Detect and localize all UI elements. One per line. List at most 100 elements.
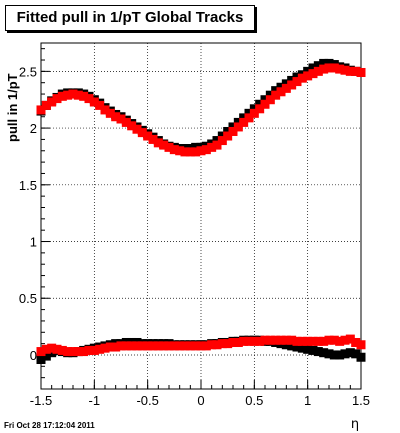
- x-tick-label: 0.5: [245, 393, 263, 408]
- data-point: [201, 145, 211, 155]
- data-point: [223, 126, 233, 136]
- data-point: [175, 341, 185, 351]
- data-point: [255, 336, 265, 346]
- data-point: [281, 335, 291, 345]
- data-point: [191, 341, 201, 351]
- data-point: [217, 339, 227, 349]
- data-point: [292, 72, 302, 82]
- x-tick-label: 1: [304, 393, 311, 408]
- data-point: [244, 108, 254, 118]
- data-point: [249, 336, 259, 346]
- data-point: [329, 335, 339, 345]
- data-point: [185, 341, 195, 351]
- data-point: [116, 114, 126, 124]
- data-point: [201, 341, 211, 351]
- data-point: [239, 113, 249, 123]
- data-point: [255, 104, 265, 114]
- x-tick-label: 0: [197, 393, 204, 408]
- data-point: [111, 342, 121, 352]
- data-point: [180, 147, 190, 157]
- data-point: [287, 80, 297, 90]
- data-point: [223, 131, 233, 141]
- data-point: [153, 138, 163, 148]
- data-point: [143, 341, 153, 351]
- data-point: [47, 348, 57, 358]
- data-series: [36, 334, 366, 357]
- data-point: [79, 347, 89, 357]
- data-point: [212, 136, 222, 146]
- data-point: [95, 344, 105, 354]
- data-point: [356, 67, 366, 77]
- data-point: [319, 336, 329, 346]
- data-point: [265, 90, 275, 100]
- data-point: [207, 340, 217, 350]
- data-point: [239, 336, 249, 346]
- data-point: [63, 347, 73, 357]
- data-point: [292, 336, 302, 346]
- data-point: [121, 341, 131, 351]
- data-point: [319, 58, 329, 68]
- data-point: [313, 61, 323, 71]
- data-point: [159, 341, 169, 351]
- data-point: [148, 341, 158, 351]
- data-point: [329, 63, 339, 73]
- data-point: [329, 350, 339, 360]
- data-point: [356, 352, 366, 362]
- y-tick-label: 2.5: [19, 64, 37, 79]
- data-point: [356, 340, 366, 350]
- data-point: [239, 117, 249, 127]
- data-point: [228, 122, 238, 132]
- data-point: [105, 342, 115, 352]
- data-point: [308, 69, 318, 79]
- data-point: [180, 341, 190, 351]
- data-point: [57, 91, 67, 101]
- data-point: [132, 124, 142, 134]
- data-point: [351, 349, 361, 359]
- data-point: [169, 341, 179, 351]
- data-point: [191, 142, 201, 152]
- data-point: [324, 335, 334, 345]
- data-point: [116, 341, 126, 351]
- x-tick-label: -1: [89, 393, 101, 408]
- data-point: [281, 83, 291, 93]
- data-point: [148, 134, 158, 144]
- data-point: [281, 79, 291, 89]
- data-point: [191, 147, 201, 157]
- data-point: [233, 122, 243, 132]
- data-point: [223, 339, 233, 349]
- data-point: [47, 97, 57, 107]
- data-point: [308, 336, 318, 346]
- data-point: [95, 100, 105, 110]
- data-point: [313, 66, 323, 76]
- data-point: [345, 66, 355, 76]
- data-point: [335, 336, 345, 346]
- data-point: [36, 355, 46, 365]
- data-point: [345, 334, 355, 344]
- data-point: [340, 335, 350, 345]
- data-point: [335, 350, 345, 360]
- data-point: [217, 131, 227, 141]
- data-point: [281, 340, 291, 350]
- data-point: [153, 341, 163, 351]
- x-tick-label: -0.5: [136, 393, 158, 408]
- x-axis-label: η: [351, 417, 359, 432]
- data-point: [249, 108, 259, 118]
- data-point: [47, 343, 57, 353]
- data-point: [313, 336, 323, 346]
- data-point: [164, 341, 174, 351]
- data-point: [351, 337, 361, 347]
- data-point: [127, 341, 137, 351]
- y-tick-label: 0: [30, 348, 37, 363]
- chart-title: Fitted pull in 1/pT Global Tracks: [16, 9, 244, 26]
- data-series: [36, 63, 366, 157]
- data-point: [233, 337, 243, 347]
- data-point: [303, 344, 313, 354]
- data-point: [68, 347, 78, 357]
- data-point: [73, 90, 83, 100]
- data-point: [196, 341, 206, 351]
- data-point: [308, 345, 318, 355]
- data-point: [132, 341, 142, 351]
- data-point: [244, 336, 254, 346]
- data-point: [255, 99, 265, 109]
- data-point: [260, 99, 270, 109]
